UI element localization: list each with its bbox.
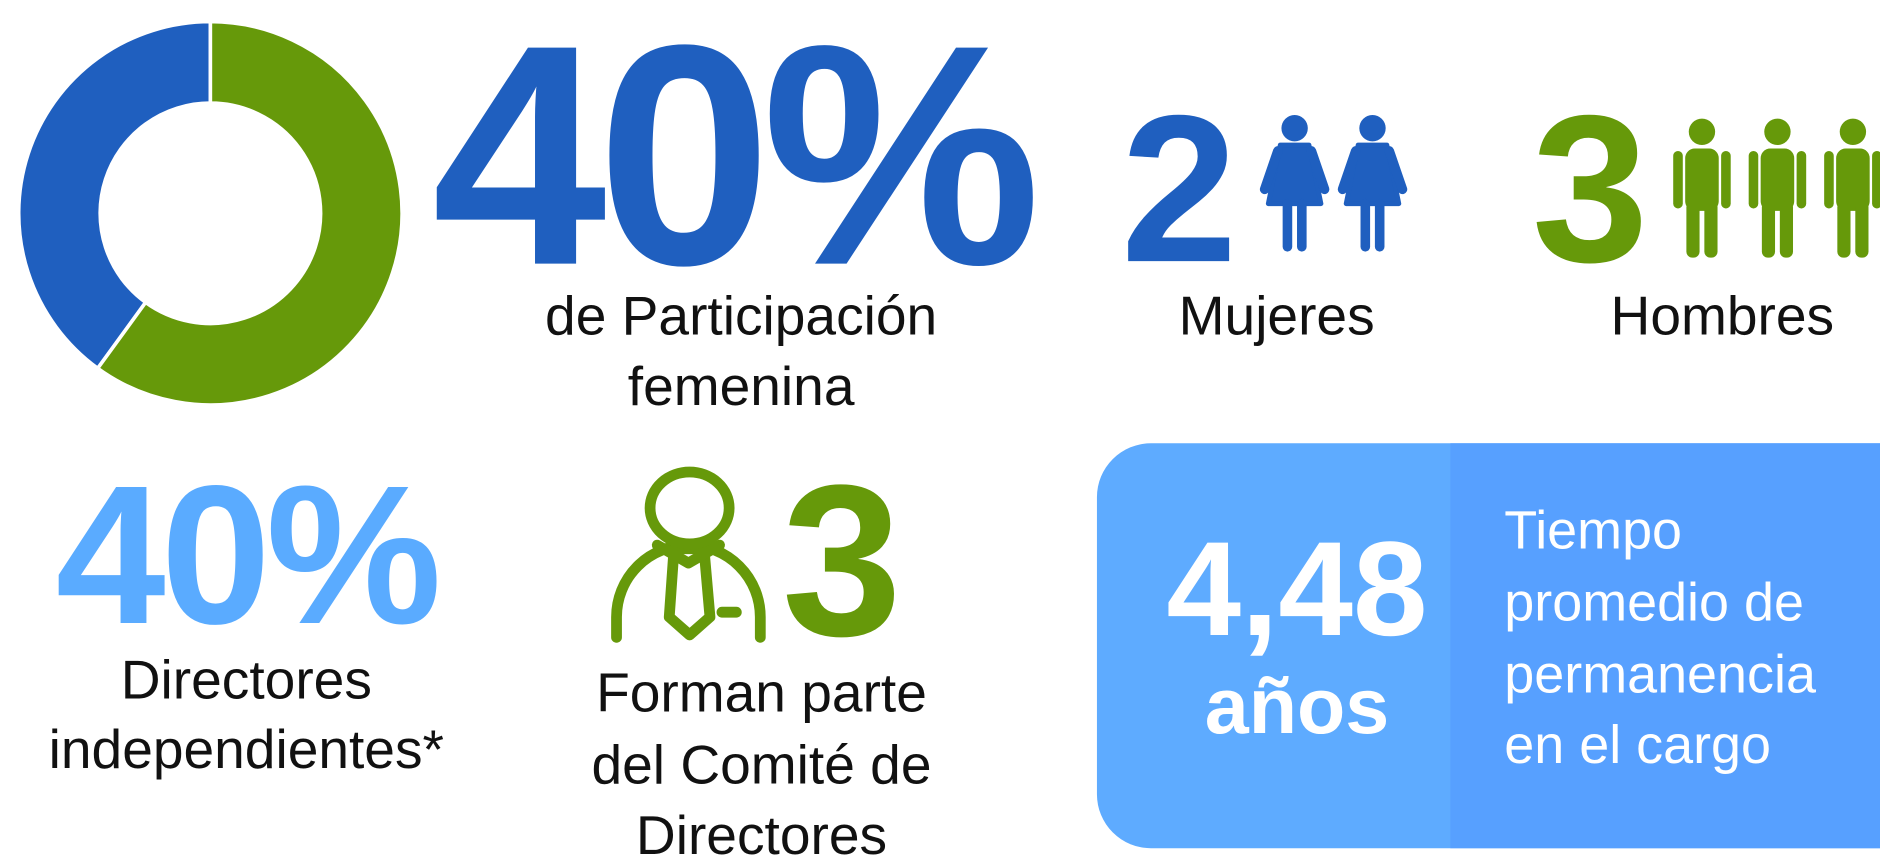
icon-leg — [1761, 201, 1776, 258]
participation-caption: femenina — [628, 355, 855, 417]
tenure-caption: Tiempo — [1504, 501, 1682, 561]
icon-head — [1764, 118, 1791, 145]
women-icons — [1259, 115, 1408, 252]
tenure-caption: en el cargo — [1504, 715, 1771, 775]
participation-value: 40% — [432, 0, 1037, 331]
tenure-caption: permanencia — [1504, 644, 1816, 704]
men-icons — [1673, 118, 1880, 258]
director-icon — [611, 466, 766, 643]
icon-leg — [1779, 201, 1794, 258]
independent-caption: independientes* — [49, 718, 444, 780]
icon-arm — [1748, 150, 1759, 209]
icon-head — [1281, 115, 1308, 142]
icon-leg — [1282, 198, 1293, 252]
donut-chart — [16, 19, 404, 407]
icon-leg — [1360, 198, 1371, 252]
icon-arm — [1306, 146, 1330, 195]
committee-caption: Directores — [636, 804, 887, 859]
icon-arm — [1796, 150, 1807, 209]
tenure-box-right — [1450, 443, 1880, 849]
woman-icon — [1259, 115, 1330, 252]
icon-leg — [1837, 201, 1851, 258]
icon-head — [1688, 118, 1716, 145]
men-caption: Hombres — [1611, 284, 1835, 346]
icon-arm — [1824, 150, 1834, 209]
man-icon — [1748, 118, 1807, 258]
icon-arm — [1384, 146, 1408, 195]
icon-dress — [1265, 142, 1324, 207]
committee-caption: Forman parte — [596, 662, 927, 724]
women-count: 2 — [1121, 72, 1238, 306]
icon-torso — [1760, 148, 1795, 211]
independent-caption: Directores — [121, 648, 372, 710]
man-icon — [1673, 118, 1731, 258]
donut-slice — [16, 19, 213, 371]
participation-caption: de Participación — [545, 284, 937, 346]
committee-caption: del Comité de — [591, 734, 931, 796]
tenure-unit: años — [1205, 661, 1390, 750]
women-caption: Mujeres — [1179, 284, 1375, 346]
donut-slice — [95, 19, 404, 407]
independent-value: 40% — [56, 444, 437, 665]
men-count: 3 — [1532, 72, 1649, 306]
icon-arm — [1337, 146, 1361, 195]
icon-head — [1839, 118, 1867, 145]
icon-leg — [1297, 198, 1307, 252]
icon-leg — [1855, 201, 1869, 258]
icon-arm — [1721, 150, 1731, 209]
committee-count: 3 — [782, 440, 902, 681]
icon-leg — [1374, 198, 1385, 252]
icon-leg — [1686, 201, 1700, 258]
icon-torso — [1685, 148, 1719, 211]
icon-head — [1359, 115, 1386, 142]
icon-dress — [1343, 142, 1402, 207]
tenure-value: 4,48 — [1166, 515, 1427, 664]
tenure-caption: promedio de — [1504, 573, 1804, 633]
woman-icon — [1337, 115, 1408, 252]
icon-leg — [1704, 201, 1718, 258]
icon-arm — [1872, 150, 1880, 209]
icon-arm — [1259, 146, 1283, 195]
man-icon — [1824, 118, 1880, 258]
icon-torso — [1836, 148, 1870, 211]
icon-arm — [1673, 150, 1683, 209]
